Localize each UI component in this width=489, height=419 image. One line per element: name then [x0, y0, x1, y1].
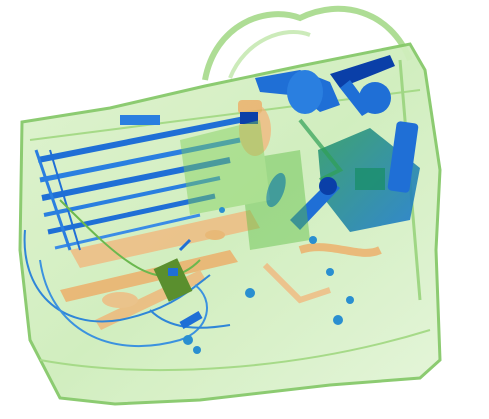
- small-metal-objects: [183, 207, 354, 354]
- electronic-adapter: [153, 238, 203, 329]
- metal-rods: [34, 112, 258, 251]
- mixed-panels: [180, 120, 310, 250]
- dense-case: [298, 118, 420, 232]
- bag-handle: [202, 5, 413, 81]
- tool-cluster: [255, 55, 395, 116]
- wrench: [266, 172, 340, 230]
